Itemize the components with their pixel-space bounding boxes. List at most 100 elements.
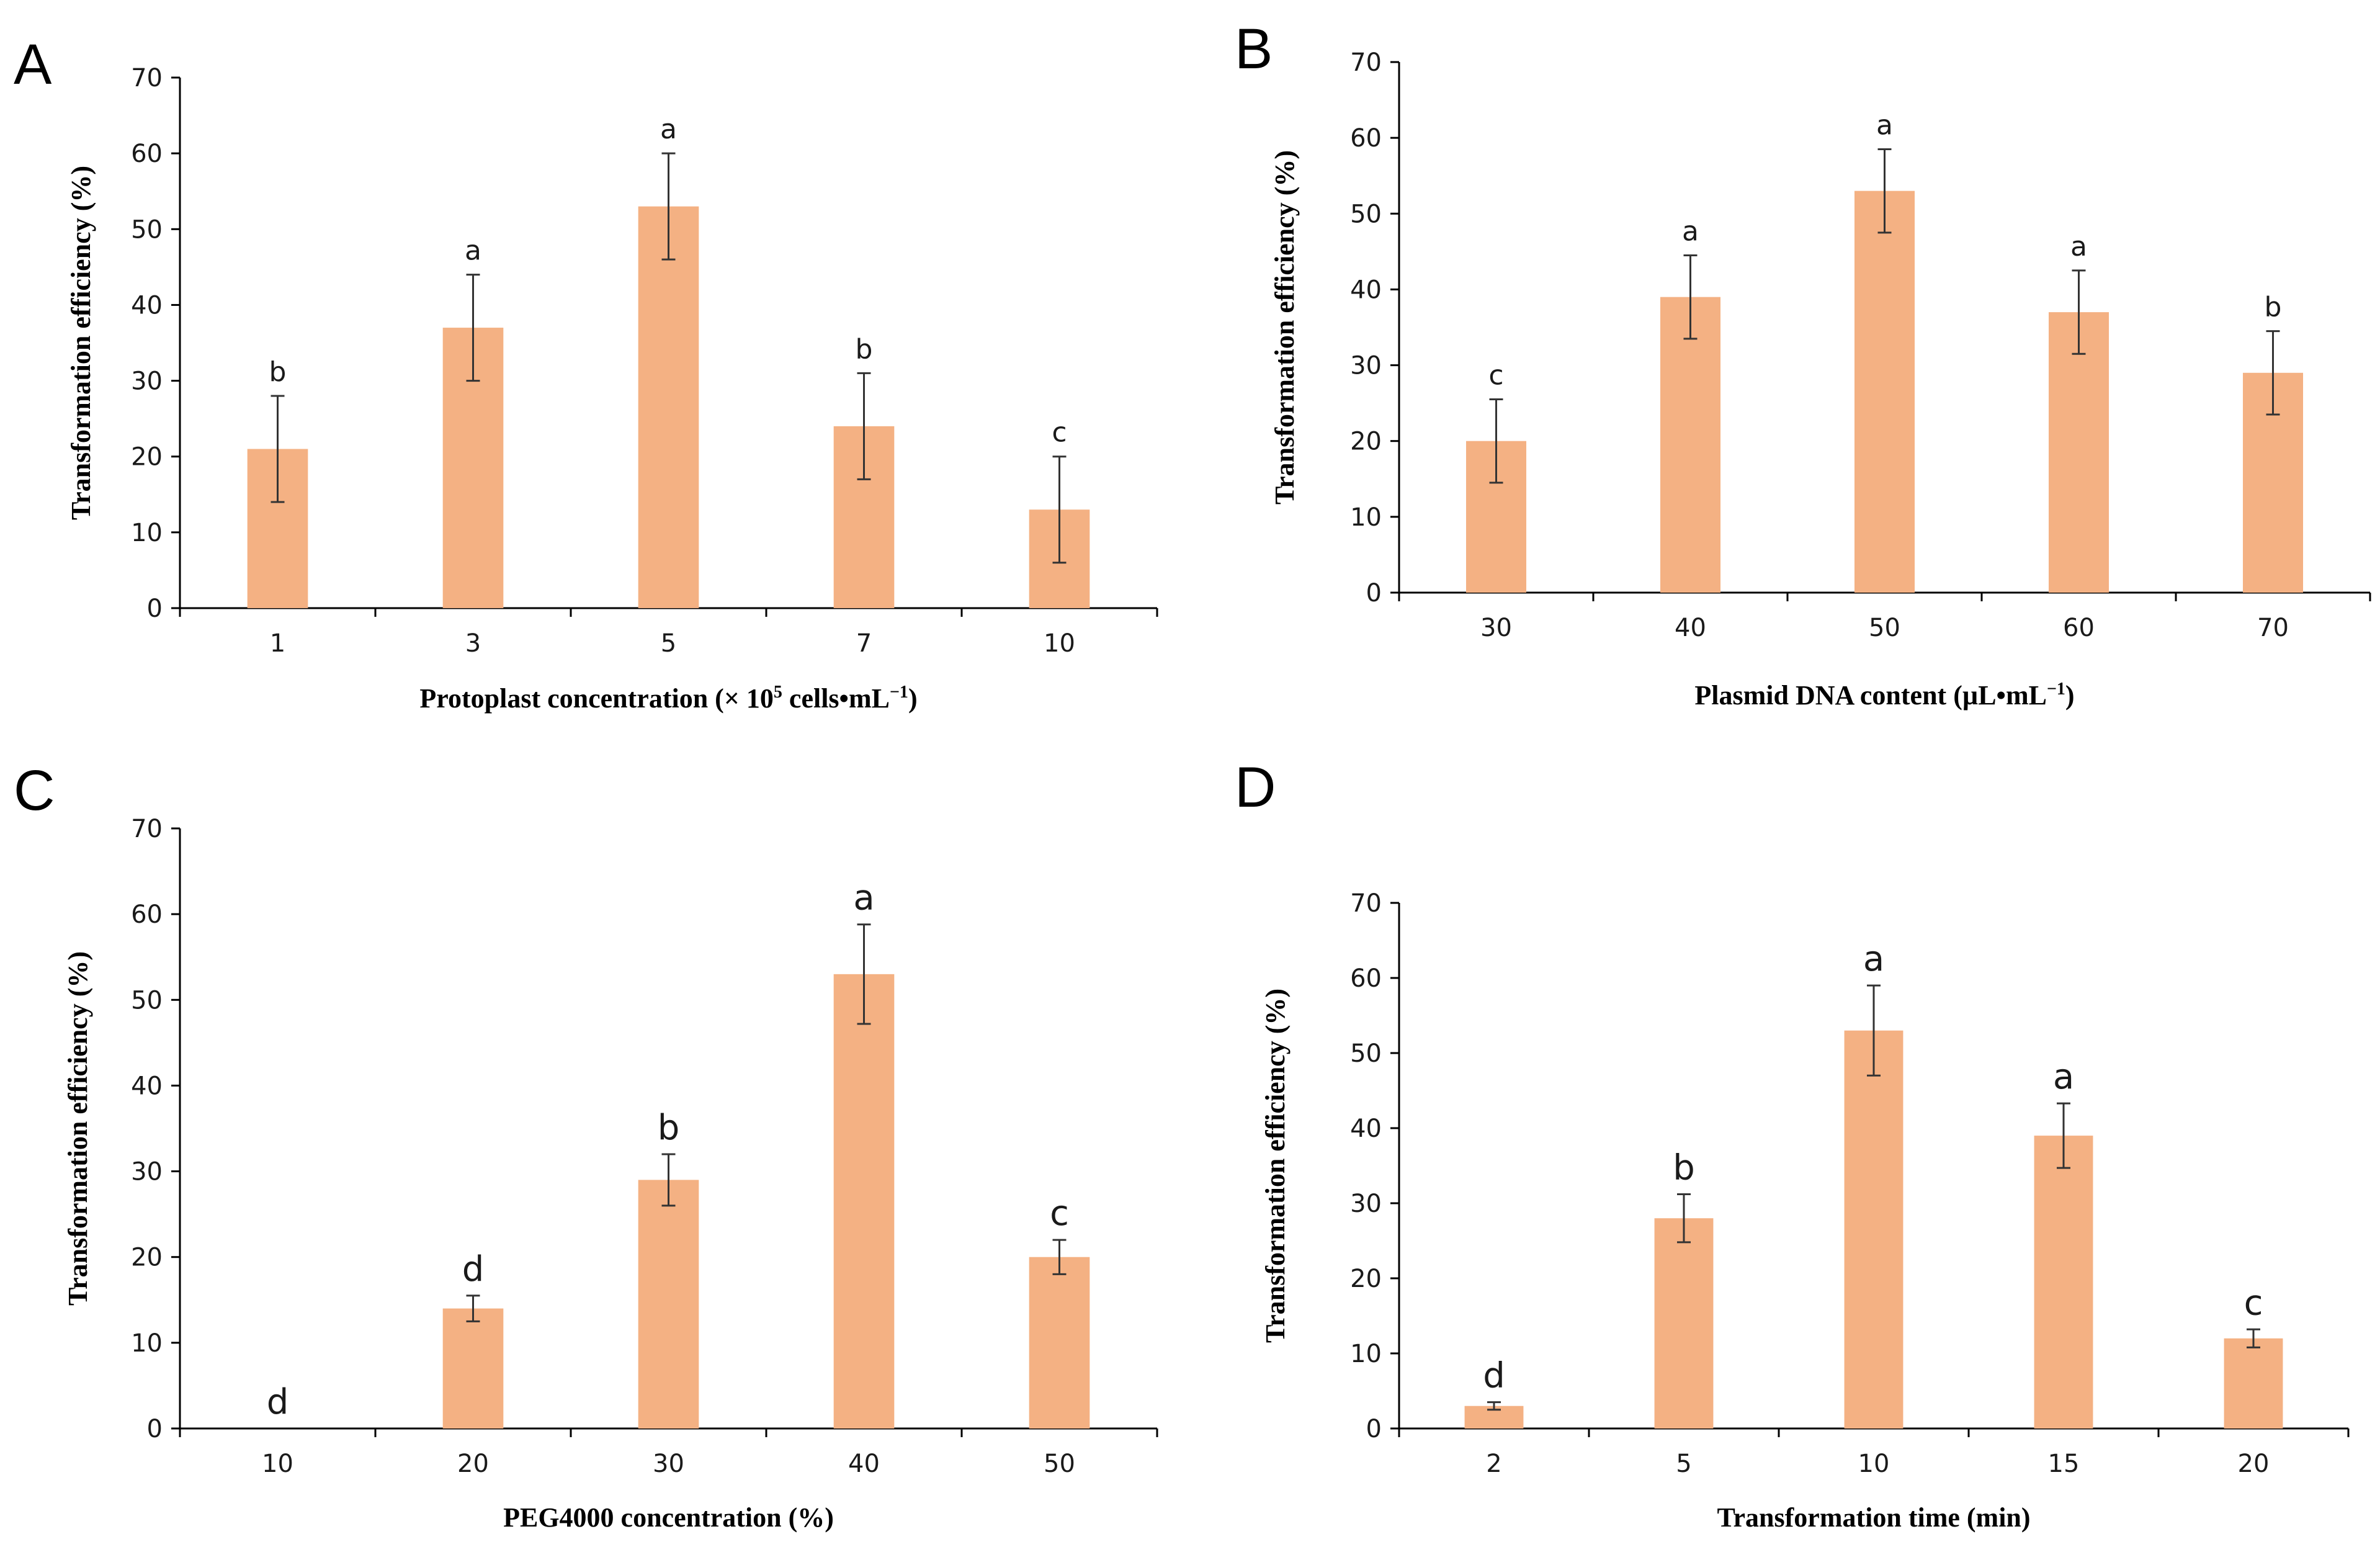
y-tick-label: 40: [131, 291, 163, 320]
y-axis-title: Transformation efficiency (%): [1260, 989, 1291, 1343]
significance-label: c: [1488, 360, 1503, 392]
x-tick-label: 1: [270, 629, 285, 658]
x-tick-label: 70: [2257, 614, 2289, 642]
significance-label: a: [1863, 939, 1884, 979]
y-tick-label: 40: [1350, 276, 1382, 304]
y-tick-label: 0: [1366, 579, 1382, 608]
x-tick-label: 7: [856, 629, 872, 658]
bar: [1654, 1218, 1714, 1428]
y-tick-label: 30: [1350, 1190, 1382, 1218]
x-tick-label: 15: [2048, 1450, 2080, 1478]
y-tick-label: 30: [131, 1158, 163, 1186]
chart-panel-d: D 0 10 20 30 40 50 60 70 d 2 b 5 a 10 a 15 c 20 Transformat…: [1235, 756, 2350, 1533]
y-tick-label: 60: [131, 900, 163, 929]
y-tick-label: 40: [131, 1072, 163, 1100]
y-tick-label: 50: [131, 215, 163, 244]
chart-panel-b: B 0 10 20 30 40 50 60 70 c 30 a 40 a 50 a 60 b 70 Transform…: [1235, 17, 2371, 711]
significance-label: a: [853, 878, 874, 918]
significance-label: a: [465, 235, 481, 267]
bar: [442, 1308, 504, 1428]
y-tick-label: 0: [147, 1415, 163, 1443]
x-tick-label: 10: [1044, 629, 1075, 658]
bar: [1660, 297, 1721, 593]
bar: [2224, 1338, 2283, 1428]
panel-letter: A: [14, 33, 52, 96]
x-tick-label: 60: [2063, 614, 2095, 642]
bar: [1854, 191, 1915, 593]
y-tick-label: 20: [131, 443, 163, 472]
x-tick-label: 40: [1675, 614, 1706, 642]
y-tick-label: 70: [1350, 889, 1382, 918]
significance-label: d: [1483, 1356, 1505, 1396]
x-tick-label: 10: [1858, 1450, 1890, 1478]
significance-label: b: [658, 1108, 680, 1148]
y-tick-label: 20: [131, 1244, 163, 1272]
y-tick-label: 70: [131, 64, 163, 92]
y-axis-title: Transformation efficiency (%): [63, 951, 93, 1306]
chart-panel-c: C 0 10 20 30 40 50 60 70 d 10 d 20 b 30 a 40 c 50 Transform…: [14, 759, 1158, 1533]
significance-label: a: [2070, 231, 2087, 262]
x-axis-title: Plasmid DNA content (µL•mL−1): [1694, 679, 2074, 711]
bar: [638, 206, 699, 609]
x-axis-title: Transformation time (min): [1717, 1502, 2030, 1533]
y-tick-label: 10: [131, 519, 163, 547]
x-tick-label: 30: [1480, 614, 1512, 642]
significance-label: d: [462, 1249, 485, 1289]
significance-label: c: [2244, 1283, 2263, 1323]
x-tick-label: 2: [1486, 1450, 1501, 1478]
x-tick-label: 30: [653, 1450, 684, 1478]
significance-label: b: [2265, 292, 2282, 323]
y-tick-label: 40: [1350, 1114, 1382, 1143]
chart-panel-a: A 0 10 20 30 40 50 60 70 b 1 a 3 a 5 b 7 c 10 Transformatio…: [14, 33, 1158, 714]
y-tick-label: 70: [1350, 48, 1382, 77]
y-tick-label: 60: [131, 140, 163, 168]
x-tick-label: 50: [1044, 1450, 1075, 1478]
y-tick-label: 30: [1350, 352, 1382, 380]
x-axis-title: PEG4000 concentration (%): [503, 1502, 834, 1533]
y-tick-label: 50: [1350, 200, 1382, 228]
y-tick-label: 10: [131, 1329, 163, 1358]
y-tick-label: 0: [147, 594, 163, 623]
x-tick-label: 40: [848, 1450, 880, 1478]
significance-label: a: [2053, 1057, 2074, 1097]
x-axis-title: Protoplast concentration (× 105 cells•mL…: [419, 683, 917, 714]
y-tick-label: 50: [1350, 1039, 1382, 1068]
x-tick-label: 5: [661, 629, 676, 658]
significance-label: b: [856, 333, 873, 365]
y-tick-label: 10: [1350, 1340, 1382, 1368]
y-axis-title: Transformation efficiency (%): [66, 166, 96, 520]
bar: [1844, 1030, 1904, 1428]
y-tick-label: 60: [1350, 124, 1382, 153]
significance-label: a: [660, 114, 677, 145]
significance-label: b: [1673, 1147, 1695, 1188]
x-tick-label: 50: [1869, 614, 1900, 642]
y-tick-label: 0: [1366, 1415, 1382, 1443]
bar: [2034, 1136, 2093, 1428]
x-tick-label: 5: [1676, 1450, 1691, 1478]
significance-label: d: [267, 1382, 289, 1422]
significance-label: c: [1050, 1193, 1069, 1234]
x-tick-label: 3: [465, 629, 481, 658]
significance-label: a: [1876, 109, 1893, 141]
bar: [2048, 312, 2109, 593]
x-tick-label: 20: [2238, 1450, 2270, 1478]
x-tick-label: 20: [457, 1450, 489, 1478]
panel-letter: B: [1235, 17, 1273, 81]
y-tick-label: 20: [1350, 1265, 1382, 1293]
bar: [833, 974, 895, 1428]
panel-letter: D: [1235, 756, 1276, 819]
y-tick-label: 20: [1350, 428, 1382, 456]
significance-label: b: [269, 356, 287, 388]
x-tick-label: 10: [262, 1450, 293, 1478]
bar: [638, 1180, 699, 1428]
y-tick-label: 50: [131, 986, 163, 1015]
bar: [1029, 1257, 1090, 1428]
y-axis-title: Transformation efficiency (%): [1269, 150, 1300, 504]
significance-label: a: [1682, 215, 1699, 247]
y-tick-label: 10: [1350, 503, 1382, 532]
significance-label: c: [1052, 417, 1067, 449]
y-tick-label: 30: [131, 367, 163, 396]
panel-letter: C: [14, 759, 55, 822]
y-tick-label: 70: [131, 815, 163, 843]
